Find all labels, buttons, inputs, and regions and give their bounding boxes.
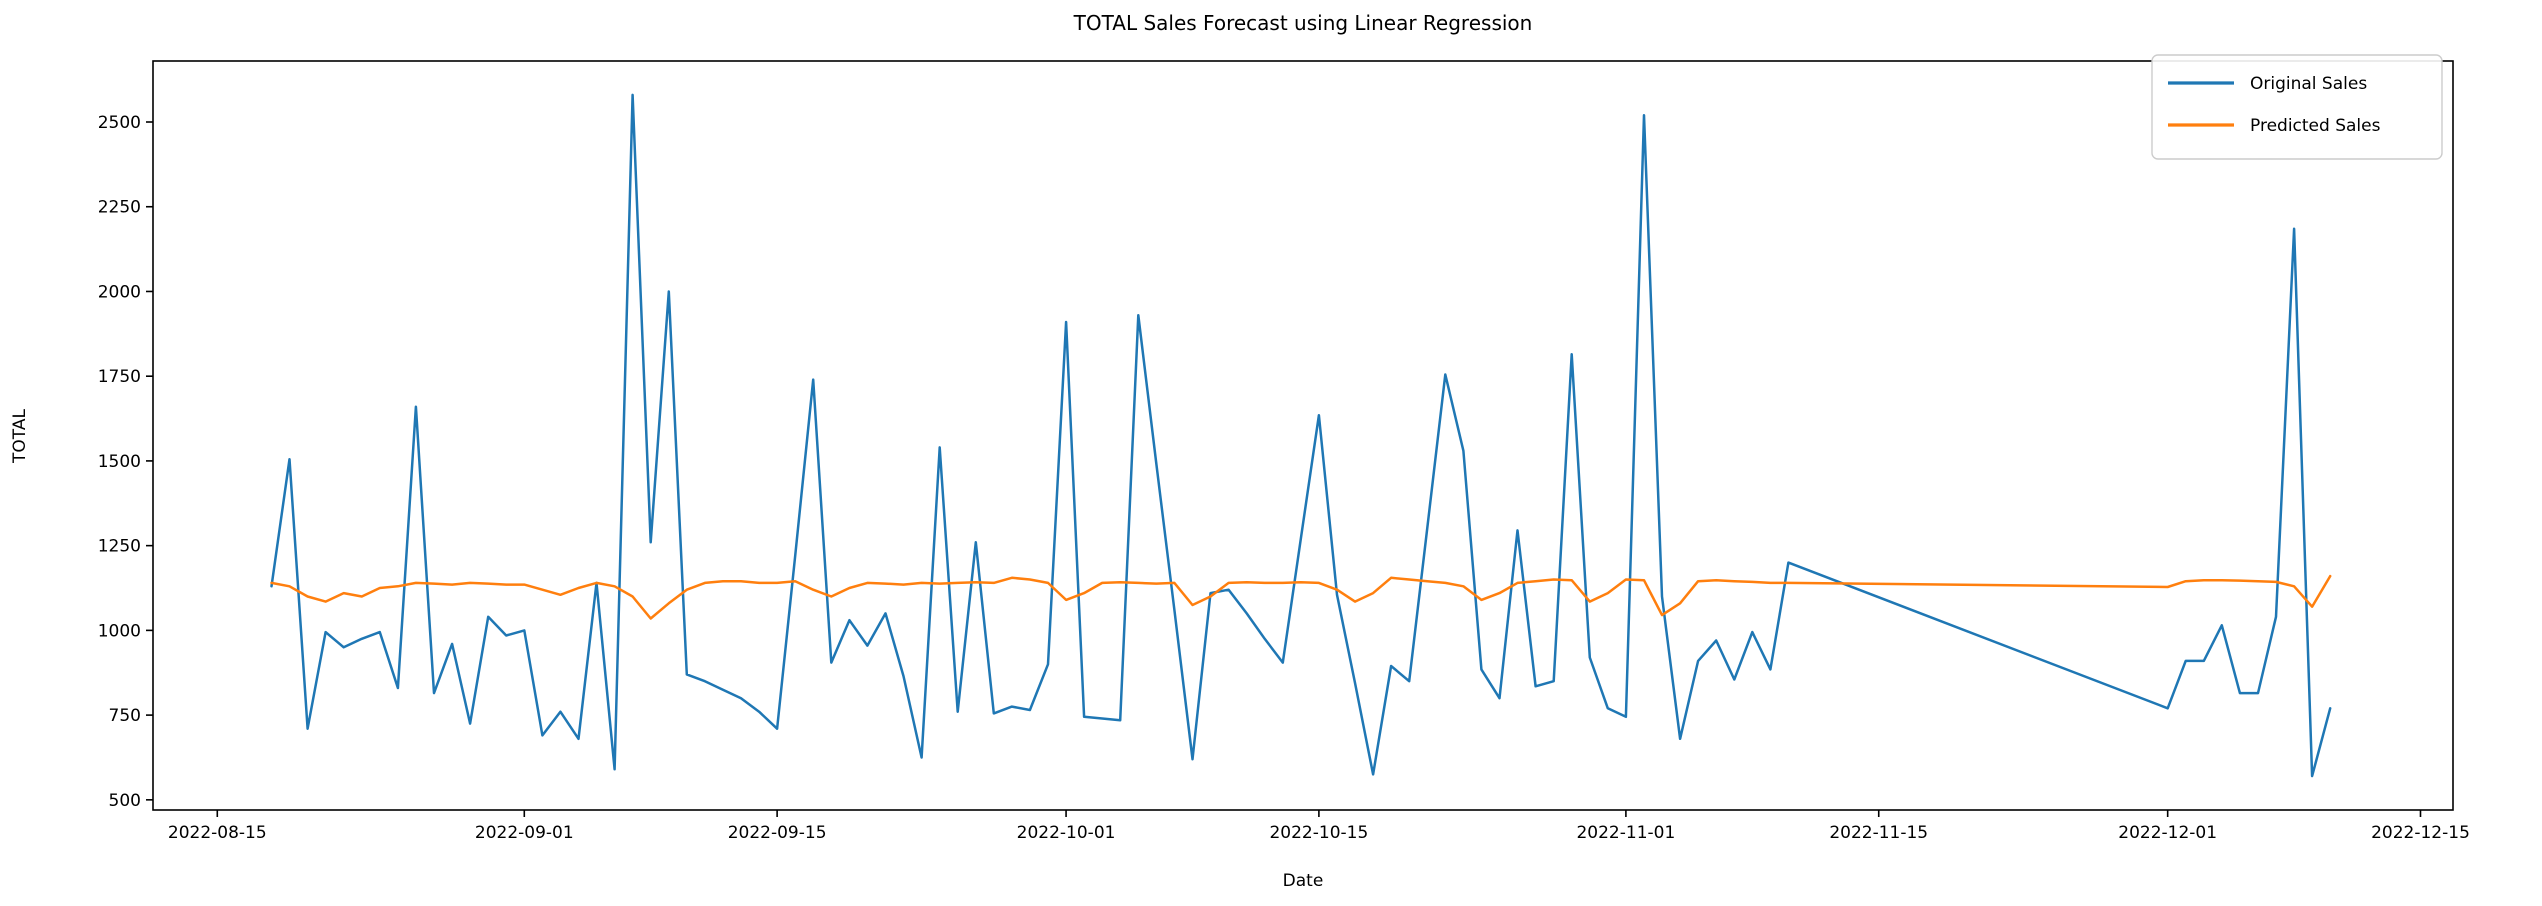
plot-area	[152, 60, 2454, 811]
x-tick-label: 2022-09-01	[475, 823, 574, 843]
y-tick-label: 1500	[98, 452, 141, 472]
series-line-predicted-sales	[270, 574, 2332, 620]
legend-box	[2151, 54, 2443, 160]
y-tick-label: 1250	[98, 537, 141, 557]
y-tick-label: 2500	[98, 113, 141, 133]
y-tick-label: 750	[109, 706, 141, 726]
x-tick-label: 2022-11-15	[1829, 823, 1928, 843]
legend-label: Original Sales	[2250, 74, 2367, 94]
x-tick-label: 2022-08-15	[168, 823, 267, 843]
x-tick-label: 2022-10-01	[1017, 823, 1116, 843]
legend-label: Predicted Sales	[2250, 116, 2381, 136]
y-tick-label: 2000	[98, 282, 141, 302]
y-tick-label: 500	[109, 791, 141, 811]
x-tick-label: 2022-10-15	[1269, 823, 1368, 843]
y-tick-label: 2250	[98, 198, 141, 218]
x-tick-label: 2022-12-15	[2371, 823, 2470, 843]
x-tick-label: 2022-11-01	[1576, 823, 1675, 843]
y-tick-label: 1000	[98, 621, 141, 641]
x-tick-label: 2022-12-01	[2118, 823, 2217, 843]
y-tick-label: 1750	[98, 367, 141, 387]
series-line-original-sales	[270, 93, 2332, 778]
x-tick-label: 2022-09-15	[728, 823, 827, 843]
